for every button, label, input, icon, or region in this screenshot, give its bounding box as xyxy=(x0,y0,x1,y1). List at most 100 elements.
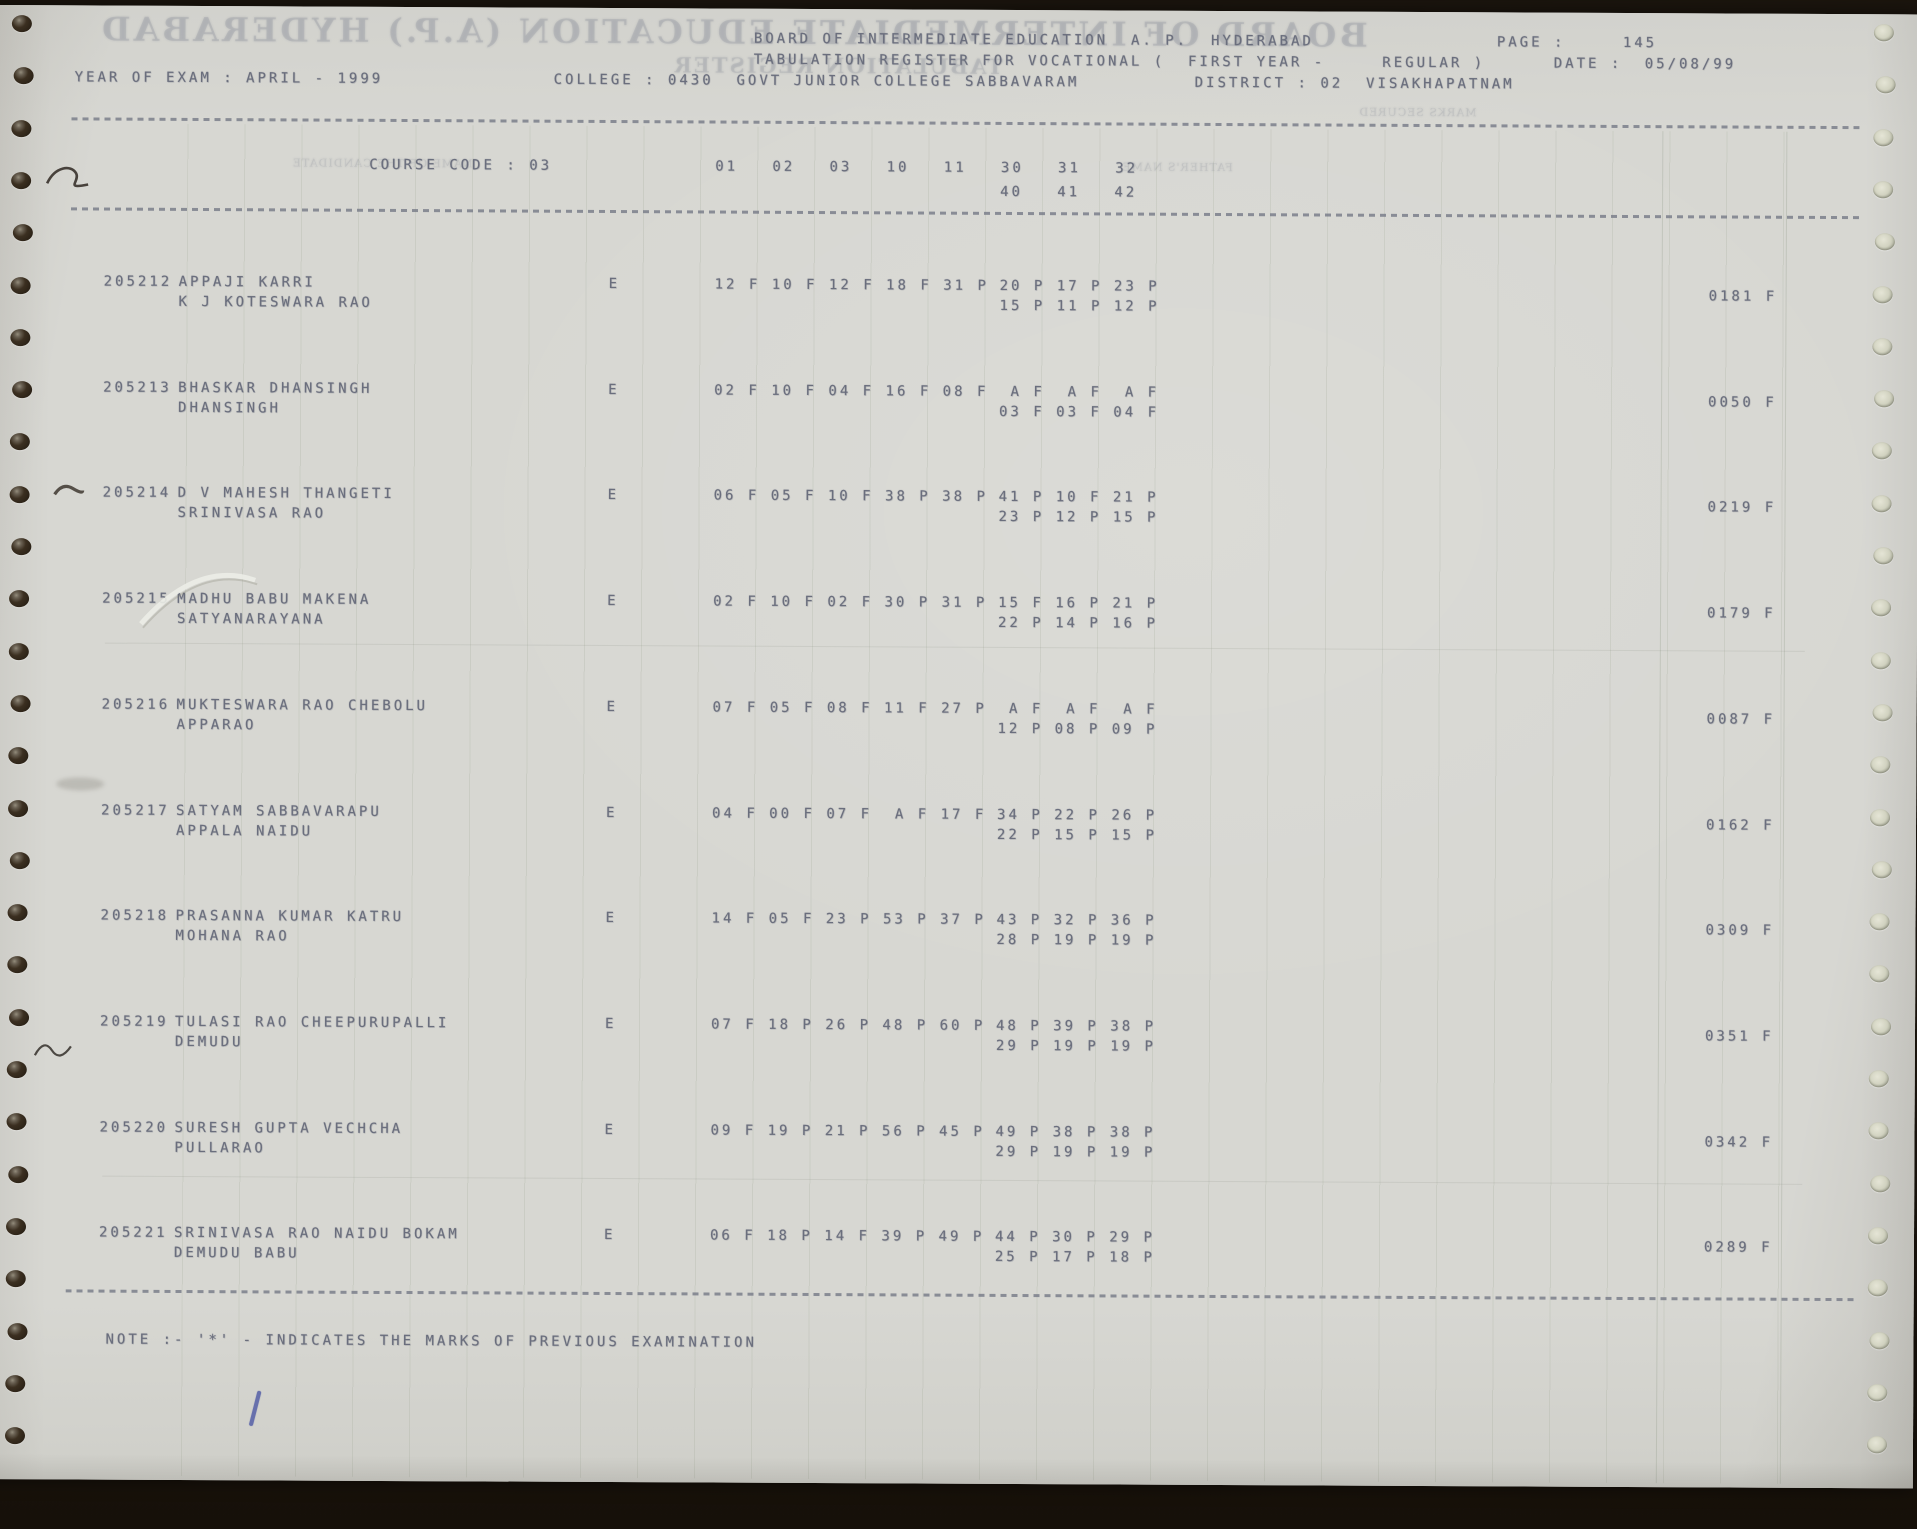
tabulation-register-sheet: BOARD OF INTERMEDIATE EDUCATION (A.P.) H… xyxy=(0,5,1917,1489)
sprocket-hole xyxy=(1866,1436,1888,1454)
sprocket-hole xyxy=(5,1375,26,1393)
sprocket-hole xyxy=(1874,233,1895,251)
sprocket-hole xyxy=(9,852,30,870)
student-row: 205213 BHASKAR DHANSINGH DHANSINGH E 02 … xyxy=(0,379,1917,432)
sprocket-hole xyxy=(1867,1384,1888,1402)
student-name: SURESH GUPTA VECHCHA xyxy=(174,1119,404,1138)
student-marks-line2b: 15 P 11 P 12 P xyxy=(999,297,1160,315)
sprocket-hole xyxy=(11,15,32,33)
ink-scribble xyxy=(45,166,89,188)
student-marks-line1: 07 F 18 P 26 P 48 P 60 P xyxy=(710,1016,986,1034)
sprocket-hole xyxy=(7,1323,28,1341)
college-name: COLLEGE : 0430 GOVT JUNIOR COLLEGE SABBA… xyxy=(553,71,1080,91)
student-marks-line1: 12 F 10 F 12 F 18 F 31 P xyxy=(714,276,989,294)
student-medium: E xyxy=(607,487,620,504)
student-regno: 205218 xyxy=(100,907,170,924)
separator-line xyxy=(65,1289,1854,1302)
paper-crease xyxy=(139,572,258,629)
student-marks-line2a: 49 P 38 P 38 P xyxy=(995,1123,1156,1141)
form-fold-line xyxy=(104,642,1805,652)
sprocket-hole xyxy=(11,172,32,190)
sprocket-hole xyxy=(9,433,30,451)
student-row: 205218 PRASANNA KUMAR KATRU MOHANA RAO E… xyxy=(0,907,1916,960)
student-marks-line2b: 28 P 19 P 19 P xyxy=(996,931,1157,949)
student-marks-line2b: 03 F 03 F 04 F xyxy=(998,403,1160,421)
student-marks-line2b: 22 P 14 P 16 P xyxy=(997,614,1159,632)
date-value: 05/08/99 xyxy=(1644,56,1737,73)
student-marks-line2a: 34 P 22 P 26 P xyxy=(997,806,1158,824)
student-regno: 205212 xyxy=(103,273,173,290)
ink-smudge xyxy=(56,777,105,791)
student-regno: 205220 xyxy=(99,1119,169,1136)
student-marks-line2a: 15 F 16 P 21 P xyxy=(998,594,1159,612)
student-name: SATYAM SABBAVARAPU xyxy=(176,802,382,820)
student-total-marks: 0289 F xyxy=(1703,1239,1773,1256)
form-grid-line xyxy=(1779,131,1788,1484)
subject-column-headers-row2: 40 41 42 xyxy=(1000,183,1138,201)
student-name: BHASKAR DHANSINGH xyxy=(178,379,373,397)
student-marks-line2a: A F A F A F xyxy=(999,383,1160,401)
sprocket-hole xyxy=(1871,442,1892,460)
student-row: 205214 D V MAHESH THANGETI SRINIVASA RAO… xyxy=(0,484,1917,537)
subject-column-headers-row1: 01 02 03 10 11 30 31 32 xyxy=(715,158,1139,177)
form-fold-line xyxy=(102,1175,1803,1185)
student-marks-line2b: 29 P 19 P 19 P xyxy=(995,1037,1156,1055)
student-total-marks: 0219 F xyxy=(1707,499,1777,516)
blue-pen-mark xyxy=(248,1390,262,1427)
student-marks-line1: 06 F 18 P 14 F 39 P 49 P xyxy=(709,1227,985,1245)
student-regno: 205219 xyxy=(99,1013,169,1030)
sprocket-hole xyxy=(1870,756,1891,774)
footnote: NOTE :- '*' - INDICATES THE MARKS OF PRE… xyxy=(105,1331,757,1351)
year-of-exam: YEAR OF EXAM : APRIL - 1999 xyxy=(74,69,384,87)
student-marks-line1: 04 F 00 F 07 F A F 17 F xyxy=(712,805,987,823)
student-regno: 205213 xyxy=(103,379,172,396)
student-marks-line2b: 29 P 19 P 19 P xyxy=(995,1143,1156,1161)
student-father-name: APPALA NAIDU xyxy=(175,822,314,840)
student-total-marks: 0309 F xyxy=(1705,922,1775,939)
separator-line xyxy=(71,117,1860,130)
sprocket-hole xyxy=(1870,1175,1891,1193)
sprocket-hole xyxy=(11,120,32,138)
student-total-marks: 0342 F xyxy=(1704,1134,1774,1151)
board-title: BOARD OF INTERMEDIATE EDUCATION A. P. HY… xyxy=(753,30,1314,50)
student-total-marks: 0050 F xyxy=(1708,394,1777,411)
student-medium: E xyxy=(607,593,619,610)
student-father-name: SRINIVASA RAO xyxy=(177,504,327,522)
student-father-name: PULLARAO xyxy=(174,1139,266,1157)
student-father-name: K J KOTESWARA RAO xyxy=(178,293,373,311)
sprocket-hole xyxy=(12,224,33,242)
student-marks-line2a: 44 P 30 P 29 P xyxy=(994,1228,1156,1246)
sprocket-hole xyxy=(1869,1332,1890,1350)
student-name: PRASANNA KUMAR KATRU xyxy=(175,907,405,926)
pen-scribble xyxy=(33,1044,72,1057)
sprocket-hole xyxy=(4,1427,26,1445)
district-name: DISTRICT : 02 VISAKHAPATNAM xyxy=(1194,74,1515,93)
sprocket-hole xyxy=(5,1270,26,1288)
sprocket-hole xyxy=(1873,181,1894,199)
student-marks-line2a: 20 P 17 P 23 P xyxy=(999,277,1160,295)
student-marks-line2a: 41 P 10 F 21 P xyxy=(998,488,1159,506)
sprocket-hole xyxy=(1867,1279,1888,1297)
student-marks-line2b: 25 P 17 P 18 P xyxy=(994,1248,1155,1266)
sprocket-hole xyxy=(7,956,28,974)
sprocket-hole xyxy=(6,1061,27,1079)
date-label: DATE : xyxy=(1553,55,1623,72)
sprocket-hole xyxy=(13,67,34,85)
sprocket-hole xyxy=(1869,965,1890,983)
student-medium: E xyxy=(604,1122,616,1139)
sprocket-hole xyxy=(1872,338,1893,356)
student-father-name: DEMUDU BABU xyxy=(173,1244,300,1262)
student-name: MUKTESWARA RAO CHEBOLU xyxy=(176,696,429,715)
student-marks-line1: 02 F 10 F 02 F 30 P 31 P xyxy=(713,593,988,611)
sprocket-hole xyxy=(8,747,29,765)
student-total-marks: 0181 F xyxy=(1708,288,1778,305)
course-code: COURSE CODE : 03 xyxy=(369,156,553,174)
student-regno: 205216 xyxy=(101,696,171,713)
student-row: 205221 SRINIVASA RAO NAIDU BOKAM DEMUDU … xyxy=(0,1224,1914,1277)
student-row: 205219 TULASI RAO CHEEPURUPALLI DEMUDU E… xyxy=(0,1013,1915,1066)
sprocket-hole xyxy=(11,538,32,556)
student-regno: 205217 xyxy=(101,802,170,819)
page-label: PAGE : xyxy=(1496,34,1566,51)
sprocket-hole xyxy=(10,329,31,347)
